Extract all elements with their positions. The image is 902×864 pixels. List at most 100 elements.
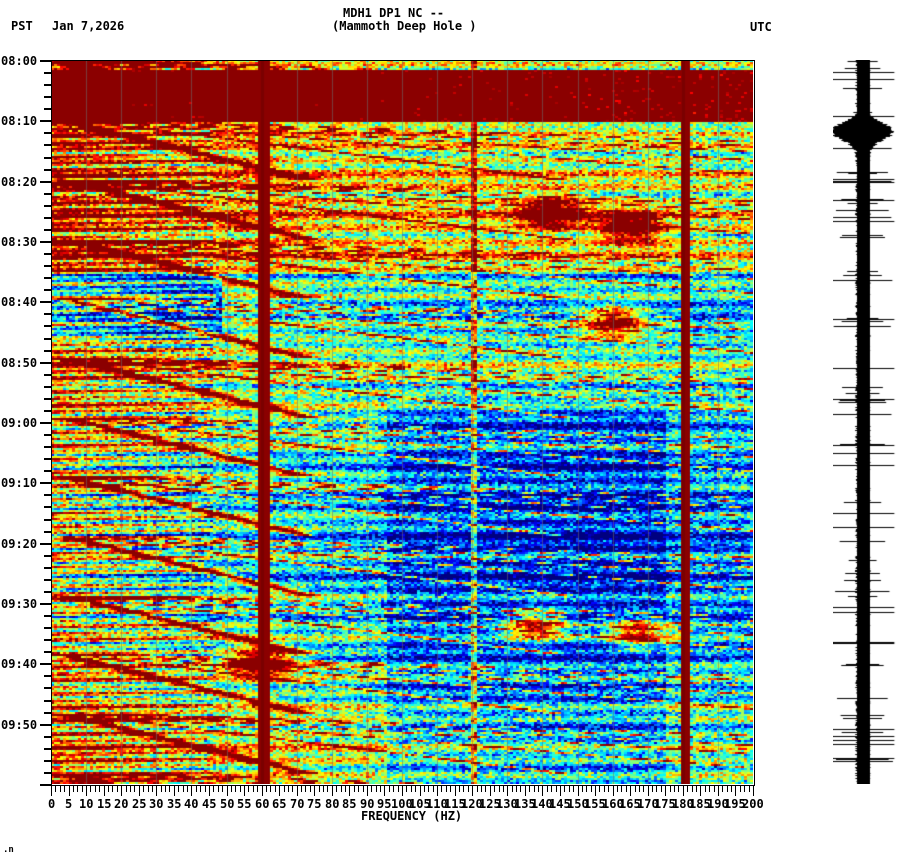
time-tick-minor xyxy=(44,458,51,460)
time-tick-minor xyxy=(44,555,51,557)
date-label: Jan 7,2026 xyxy=(52,19,125,33)
freq-tick-label: 175 xyxy=(654,797,676,811)
freq-tick-minor xyxy=(520,786,521,792)
freq-tick-minor xyxy=(582,786,583,792)
time-tick-label-local: 08:40 xyxy=(1,295,38,309)
time-tick-minor xyxy=(44,772,51,774)
freq-tick-minor xyxy=(196,786,197,792)
freq-tick-minor xyxy=(468,786,469,792)
freq-tick-minor xyxy=(586,786,587,792)
time-tick-label-local: 08:10 xyxy=(1,114,38,128)
freq-tick-minor xyxy=(670,786,671,792)
time-tick-label-local: 08:30 xyxy=(1,235,38,249)
freq-tick-minor xyxy=(253,786,254,792)
freq-tick-minor xyxy=(573,786,574,792)
freq-tick-label: 25 xyxy=(132,797,147,811)
freq-tick-minor xyxy=(556,786,557,792)
freq-tick-minor xyxy=(376,786,377,792)
freq-tick-minor xyxy=(301,786,302,792)
freq-tick-minor xyxy=(744,786,745,792)
freq-tick-label: 140 xyxy=(531,797,553,811)
freq-tick-label: 95 xyxy=(377,797,392,811)
freq-tick-minor xyxy=(621,786,622,792)
freq-tick-label: 195 xyxy=(724,797,746,811)
freq-tick-minor xyxy=(205,786,206,792)
time-tick-minor xyxy=(44,506,51,508)
freq-tick-label: 5 xyxy=(65,797,73,811)
time-tick-minor xyxy=(44,615,51,617)
freq-tick-major xyxy=(437,786,438,796)
time-tick-minor xyxy=(44,398,51,400)
freq-tick-label: 165 xyxy=(619,797,641,811)
freq-tick-minor xyxy=(433,786,434,792)
time-tick-minor xyxy=(44,157,51,159)
time-axis-local: 08:00 08:10 08:20 08:30 08:40 08:50 09:00 09:10… xyxy=(0,0,51,864)
freq-tick-minor xyxy=(398,786,399,792)
freq-tick-label: 75 xyxy=(307,797,322,811)
freq-tick-minor xyxy=(503,786,504,792)
freq-tick-label: 100 xyxy=(391,797,413,811)
time-tick-minor xyxy=(44,639,51,641)
time-tick-major xyxy=(40,301,51,303)
time-tick-major xyxy=(40,120,51,122)
freq-tick-major xyxy=(332,786,333,796)
time-tick-minor xyxy=(44,350,51,352)
freq-tick-minor xyxy=(415,786,416,792)
seismogram-waveform-panel[interactable] xyxy=(833,60,899,784)
freq-tick-major xyxy=(578,786,579,796)
freq-tick-major xyxy=(69,786,70,796)
freq-tick-minor xyxy=(635,786,636,792)
freq-tick-label: 150 xyxy=(567,797,589,811)
time-tick-major xyxy=(40,422,51,424)
freq-tick-minor xyxy=(608,786,609,792)
freq-tick-label: 20 xyxy=(114,797,129,811)
page-title: MDH1 DP1 NC -- xyxy=(343,6,445,20)
freq-tick-minor xyxy=(564,786,565,792)
time-tick-label-local: 08:00 xyxy=(1,54,38,68)
freq-tick-major xyxy=(735,786,736,796)
freq-tick-major xyxy=(191,786,192,796)
freq-tick-minor xyxy=(82,786,83,792)
freq-tick-minor xyxy=(674,786,675,792)
freq-tick-minor xyxy=(213,786,214,792)
time-tick-label-local: 09:40 xyxy=(1,657,38,671)
time-tick-minor xyxy=(44,132,51,134)
freq-tick-label: 125 xyxy=(479,797,501,811)
station-name-label: (Mammoth Deep Hole ) xyxy=(332,19,477,33)
freq-tick-minor xyxy=(99,786,100,792)
freq-tick-label: 60 xyxy=(255,797,270,811)
time-tick-minor xyxy=(44,567,51,569)
freq-tick-label: 10 xyxy=(79,797,94,811)
freq-tick-major xyxy=(542,786,543,796)
freq-tick-minor xyxy=(678,786,679,792)
freq-tick-label: 65 xyxy=(272,797,287,811)
freq-tick-minor xyxy=(310,786,311,792)
time-tick-minor xyxy=(44,205,51,207)
freq-tick-minor xyxy=(358,786,359,792)
freq-tick-label: 0 xyxy=(48,797,56,811)
freq-tick-label: 155 xyxy=(584,797,606,811)
freq-tick-minor xyxy=(248,786,249,792)
time-tick-major xyxy=(40,784,51,786)
freq-tick-minor xyxy=(696,786,697,792)
corner-mark: .n xyxy=(3,845,14,855)
freq-tick-minor xyxy=(231,786,232,792)
freq-tick-minor xyxy=(108,786,109,792)
freq-tick-major xyxy=(209,786,210,796)
freq-tick-major xyxy=(279,786,280,796)
time-tick-minor xyxy=(44,338,51,340)
freq-tick-minor xyxy=(569,786,570,792)
time-tick-minor xyxy=(44,229,51,231)
freq-tick-minor xyxy=(538,786,539,792)
freq-tick-minor xyxy=(148,786,149,792)
freq-tick-major xyxy=(665,786,666,796)
time-tick-minor xyxy=(44,712,51,714)
freq-tick-minor xyxy=(64,786,65,792)
freq-tick-minor xyxy=(639,786,640,792)
time-tick-minor xyxy=(44,760,51,762)
freq-tick-label: 200 xyxy=(742,797,764,811)
spectrogram-plot[interactable] xyxy=(51,60,753,784)
freq-tick-minor xyxy=(222,786,223,792)
time-tick-minor xyxy=(44,289,51,291)
